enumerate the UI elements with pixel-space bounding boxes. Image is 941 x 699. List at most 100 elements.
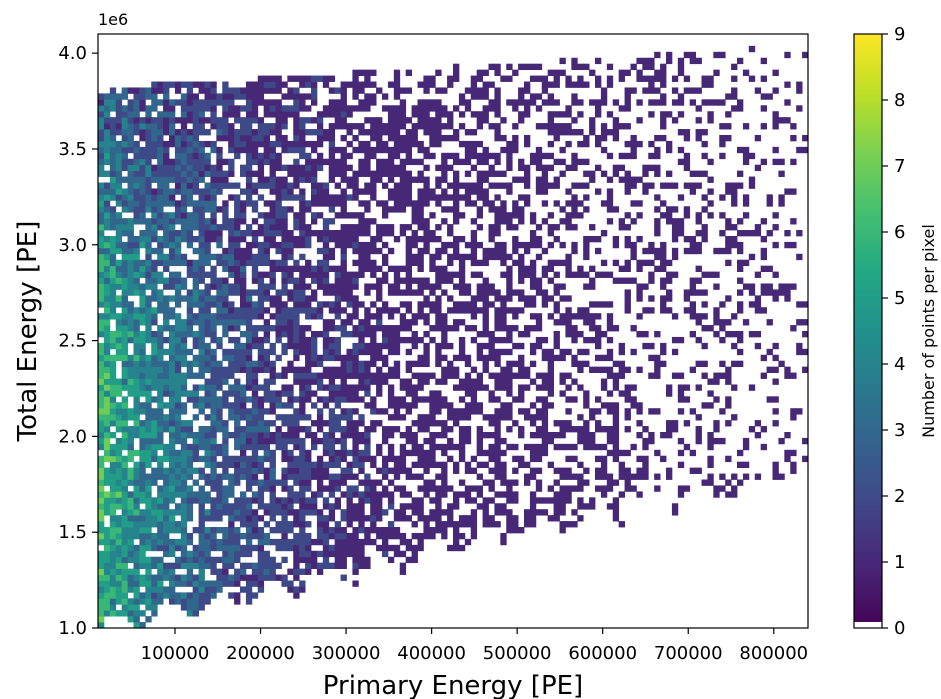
heatmap-cell <box>364 485 371 492</box>
heatmap-cell <box>145 117 152 124</box>
heatmap-cell <box>340 360 347 368</box>
heatmap-cell <box>358 105 365 112</box>
heatmap-cell <box>139 200 146 207</box>
heatmap-cell <box>198 485 205 492</box>
heatmap-cell <box>405 140 412 148</box>
heatmap-cell <box>245 461 253 469</box>
heatmap-cell <box>340 105 347 112</box>
heatmap-cell <box>494 503 501 510</box>
heatmap-cell <box>322 129 330 136</box>
heatmap-cell <box>322 485 330 492</box>
heatmap-cell <box>245 295 253 302</box>
heatmap-cell <box>518 158 525 166</box>
heatmap-cell <box>476 123 483 130</box>
heatmap-cell <box>269 515 276 522</box>
heatmap-cell <box>358 325 365 332</box>
heatmap-cell <box>476 283 483 290</box>
heatmap-cell <box>228 158 235 166</box>
heatmap-cell <box>447 372 454 379</box>
heatmap-cell <box>464 384 472 391</box>
heatmap-cell <box>287 247 294 255</box>
heatmap-cell <box>488 336 495 344</box>
heatmap-cell <box>151 247 158 255</box>
heatmap-cell <box>393 544 401 552</box>
heatmap-cell <box>571 224 578 231</box>
heatmap-cell <box>103 396 111 403</box>
heatmap-cell <box>393 271 401 278</box>
heatmap-cell <box>192 188 199 195</box>
heatmap-cell <box>169 170 176 177</box>
heatmap-cell <box>204 206 211 213</box>
heatmap-cell <box>583 479 590 486</box>
heatmap-cell <box>127 224 134 231</box>
heatmap-cell <box>346 467 353 474</box>
heatmap-cell <box>281 348 288 356</box>
heatmap-cell <box>240 449 247 457</box>
heatmap-cell <box>245 521 253 528</box>
heatmap-cell <box>192 123 199 130</box>
heatmap-cell <box>346 129 353 136</box>
heatmap-cell <box>600 354 608 362</box>
heatmap-cell <box>346 426 353 433</box>
heatmap-cell <box>470 325 478 332</box>
heatmap-cell <box>222 420 229 427</box>
heatmap-cell <box>606 390 614 397</box>
heatmap-cell <box>275 307 282 314</box>
heatmap-cell <box>204 182 211 189</box>
heatmap-cell <box>222 568 229 575</box>
heatmap-cell <box>133 348 140 356</box>
heatmap-cell <box>364 331 371 338</box>
heatmap-cell <box>103 544 111 552</box>
heatmap-cell <box>387 307 395 314</box>
heatmap-cell <box>316 200 324 207</box>
heatmap-cell <box>595 325 602 332</box>
heatmap-cell <box>340 431 347 439</box>
heatmap-cell <box>529 265 537 272</box>
heatmap-cell <box>103 408 111 415</box>
heatmap-cell <box>595 443 602 451</box>
heatmap-cell <box>458 532 466 540</box>
heatmap-cell <box>257 550 265 558</box>
heatmap-cell <box>435 301 442 308</box>
heatmap-cell <box>311 562 318 569</box>
heatmap-cell <box>287 253 294 261</box>
heatmap-cell <box>157 532 164 540</box>
heatmap-cell <box>245 408 253 415</box>
heatmap-cell <box>198 348 205 356</box>
heatmap-cell <box>98 289 105 296</box>
heatmap-cell <box>470 87 478 94</box>
heatmap-cell <box>352 224 359 231</box>
heatmap-cell <box>441 188 448 195</box>
heatmap-cell <box>482 509 489 516</box>
heatmap-cell <box>174 562 182 569</box>
heatmap-cell <box>115 437 123 445</box>
heatmap-cell <box>293 235 300 243</box>
heatmap-cell <box>245 420 253 427</box>
heatmap-cell <box>305 532 312 540</box>
heatmap-cell <box>529 235 537 243</box>
heatmap-cell <box>577 515 584 522</box>
heatmap-cell <box>494 313 501 320</box>
heatmap-cell <box>506 182 513 189</box>
heatmap-cell <box>98 556 105 564</box>
heatmap-cell <box>204 527 211 534</box>
heatmap-cell <box>186 550 194 558</box>
heatmap-cell <box>127 604 134 611</box>
heatmap-cell <box>506 253 513 261</box>
heatmap-cell <box>636 99 643 106</box>
heatmap-cell <box>186 235 194 243</box>
heatmap-cell <box>512 99 519 106</box>
heatmap-cell <box>133 218 140 225</box>
heatmap-cell <box>115 485 123 492</box>
heatmap-cell <box>115 449 123 457</box>
heatmap-cell <box>98 259 105 267</box>
heatmap-cell <box>163 81 170 88</box>
heatmap-cell <box>524 414 531 421</box>
heatmap-cell <box>145 598 152 605</box>
heatmap-cell <box>293 105 300 112</box>
heatmap-cell <box>589 235 596 243</box>
heatmap-cell <box>559 354 566 362</box>
heatmap-cell <box>251 527 259 534</box>
heatmap-cell <box>340 146 347 154</box>
heatmap-cell <box>210 182 217 189</box>
